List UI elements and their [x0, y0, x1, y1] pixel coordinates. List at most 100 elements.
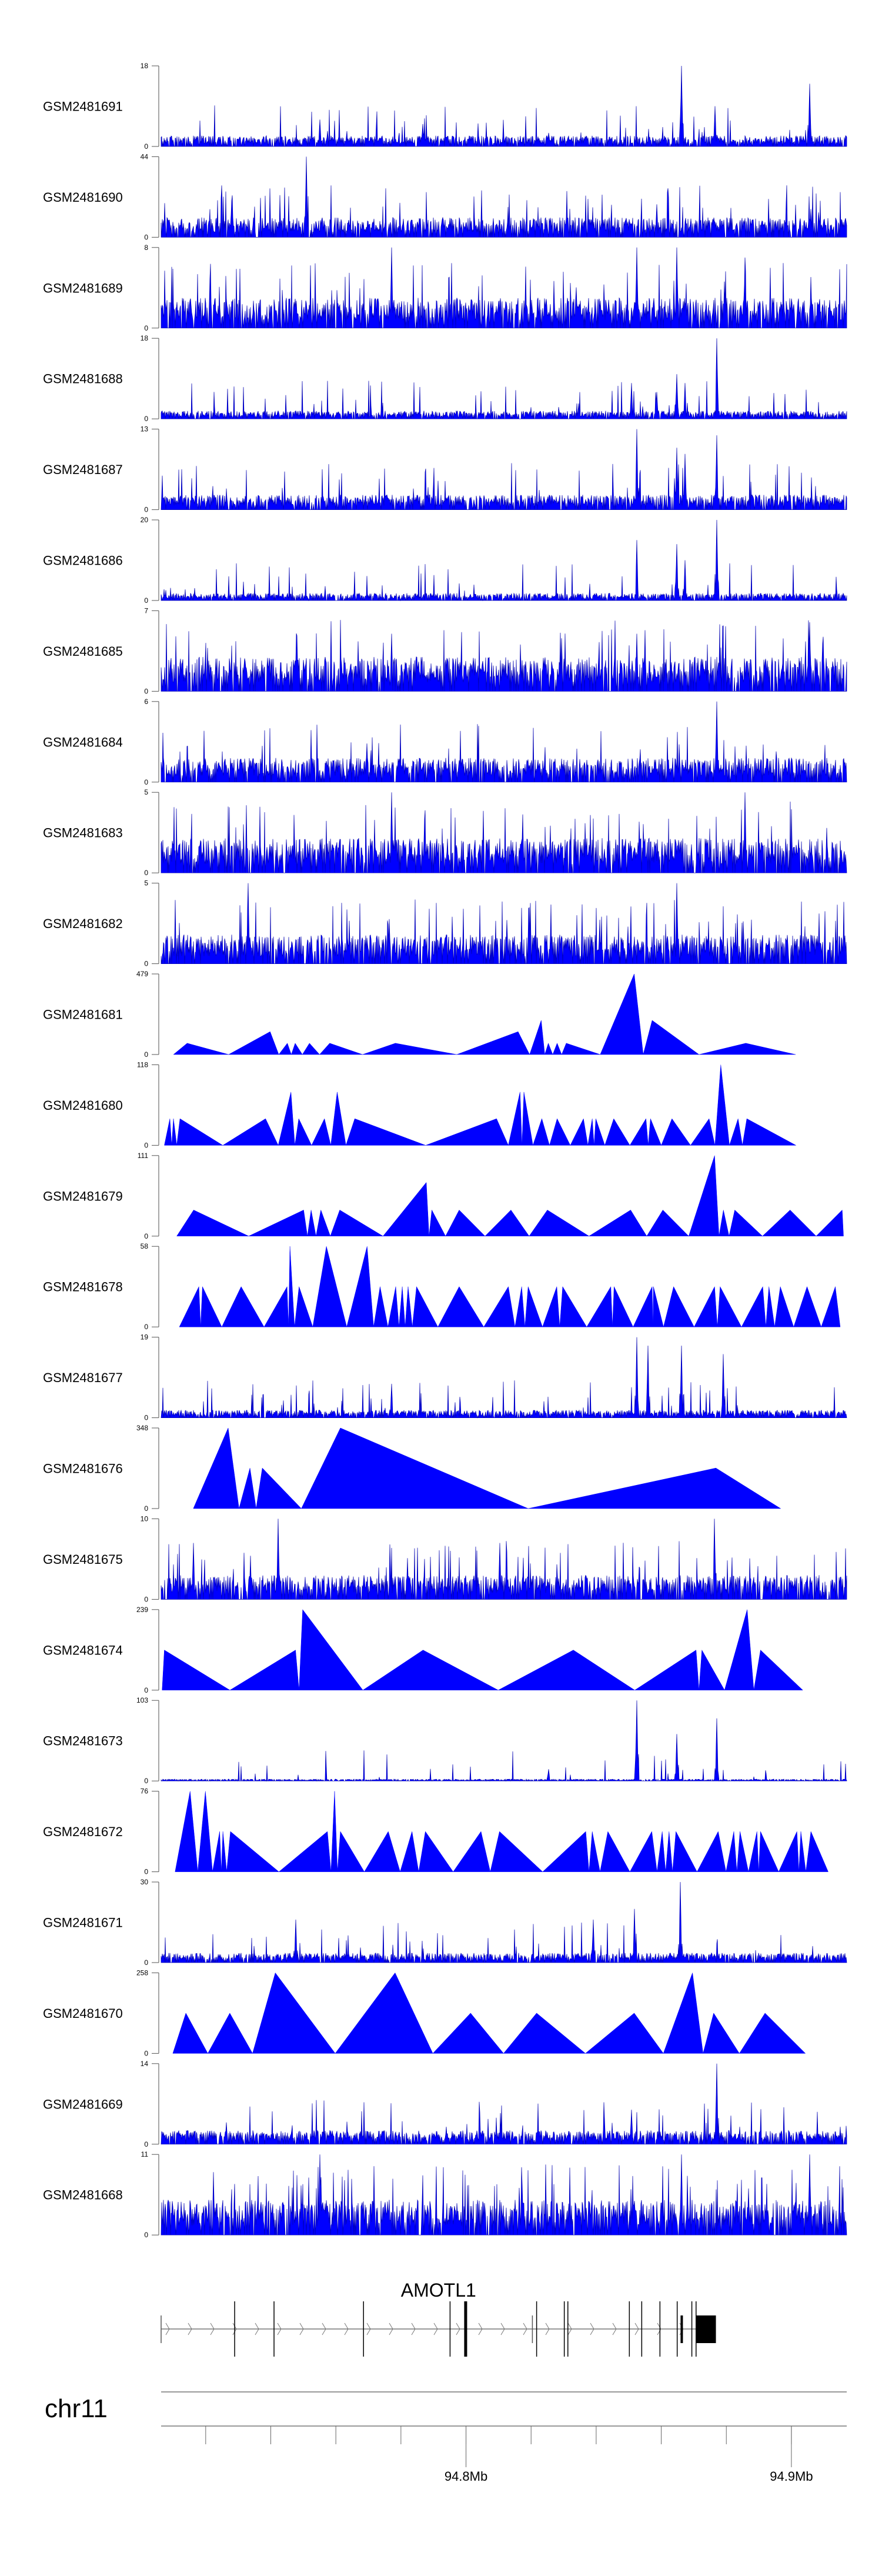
strand-arrow-icon: [411, 2323, 416, 2335]
signal-area-GSM2481673: [161, 1700, 847, 1782]
signal-area-GSM2481680: [164, 1065, 796, 1146]
track-GSM2481668: GSM2481668 11 0: [43, 2150, 847, 2239]
strand-arrow-icon: [545, 2323, 550, 2335]
strand-arrow-icon: [634, 2323, 639, 2335]
axis-tick-label: 94.8Mb: [445, 2469, 487, 2484]
strand-arrow-icon: [523, 2323, 527, 2335]
strand-arrow-icon: [299, 2323, 304, 2335]
strand-arrow-icon: [500, 2323, 505, 2335]
signal-area-GSM2481685: [161, 620, 847, 692]
y-axis-min-label: 0: [144, 1686, 148, 1694]
signal-area-GSM2481691: [161, 65, 847, 147]
track-GSM2481673: GSM2481673 103 0: [43, 1696, 847, 1785]
y-axis-max-label: 258: [136, 1968, 148, 1977]
y-axis-min-label: 0: [144, 1323, 148, 1331]
signal-area-GSM2481675: [161, 1519, 847, 1600]
track-label: GSM2481690: [43, 190, 123, 205]
y-axis-max-label: 118: [137, 1060, 148, 1069]
y-axis-max-label: 6: [144, 698, 148, 706]
strand-arrow-icon: [344, 2323, 349, 2335]
signal-area-GSM2481690: [161, 156, 847, 238]
y-axis-min-label: 0: [144, 869, 148, 877]
track-GSM2481691: GSM2481691 18 0: [43, 62, 847, 151]
y-axis-min-label: 0: [144, 2049, 148, 2057]
strand-arrow-icon: [590, 2323, 594, 2335]
track-label: GSM2481670: [43, 2006, 123, 2021]
chromosome-label: chr11: [45, 2394, 108, 2423]
strand-arrow-icon: [255, 2323, 259, 2335]
strand-arrow-icon: [567, 2323, 572, 2335]
y-axis-max-label: 13: [141, 425, 149, 433]
track-GSM2481682: GSM2481682 5 0: [43, 879, 847, 968]
strand-arrow-icon: [478, 2323, 483, 2335]
track-label: GSM2481686: [43, 553, 123, 568]
y-axis-min-label: 0: [144, 1595, 148, 1603]
y-axis-min-label: 0: [144, 1414, 148, 1422]
track-GSM2481670: GSM2481670 258 0: [43, 1968, 806, 2057]
y-axis-min-label: 0: [144, 1958, 148, 1967]
gene-name-label: AMOTL1: [401, 2280, 476, 2301]
signal-area-GSM2481678: [179, 1246, 841, 1327]
y-axis-max-label: 58: [141, 1242, 149, 1250]
y-axis-max-label: 18: [141, 62, 149, 70]
track-GSM2481687: GSM2481687 13 0: [43, 425, 847, 514]
signal-area-GSM2481674: [162, 1609, 803, 1691]
strand-arrow-icon: [322, 2323, 326, 2335]
gene-exon: [464, 2301, 467, 2357]
track-GSM2481672: GSM2481672 76 0: [43, 1787, 828, 1876]
y-axis-max-label: 30: [141, 1878, 149, 1886]
y-axis-min-label: 0: [144, 233, 148, 241]
track-GSM2481674: GSM2481674 239 0: [43, 1606, 803, 1694]
track-label: GSM2481684: [43, 735, 123, 749]
track-label: GSM2481689: [43, 281, 123, 295]
strand-arrow-icon: [433, 2323, 438, 2335]
strand-arrow-icon: [232, 2323, 237, 2335]
track-label: GSM2481683: [43, 826, 123, 840]
signal-area-GSM2481672: [175, 1791, 828, 1873]
signal-area-GSM2481683: [161, 792, 847, 873]
track-GSM2481689: GSM2481689 8 0: [43, 243, 847, 332]
signal-area-GSM2481679: [176, 1155, 844, 1237]
y-axis-min-label: 0: [144, 1141, 148, 1149]
gene-exon: [680, 2315, 683, 2343]
y-axis-max-label: 5: [144, 788, 148, 796]
y-axis-min-label: 0: [144, 2140, 148, 2148]
y-axis-min-label: 0: [144, 1777, 148, 1785]
strand-arrow-icon: [389, 2323, 393, 2335]
track-GSM2481684: GSM2481684 6 0: [43, 698, 847, 786]
track-label: GSM2481687: [43, 462, 123, 477]
signal-area-GSM2481688: [161, 338, 847, 420]
track-label: GSM2481671: [43, 1916, 123, 1930]
signal-area-GSM2481684: [161, 701, 847, 783]
y-axis-min-label: 0: [144, 596, 148, 605]
signal-area-GSM2481677: [161, 1337, 847, 1419]
strand-arrow-icon: [210, 2323, 215, 2335]
track-GSM2481669: GSM2481669 14 0: [43, 2060, 847, 2148]
strand-arrow-icon: [165, 2323, 170, 2335]
signal-area-GSM2481689: [161, 247, 847, 329]
track-label: GSM2481672: [43, 1824, 123, 1839]
track-label: GSM2481679: [43, 1189, 123, 1203]
y-axis-min-label: 0: [144, 1050, 148, 1059]
strand-arrow-icon: [612, 2323, 617, 2335]
track-label: GSM2481677: [43, 1370, 123, 1385]
y-axis-max-label: 18: [141, 334, 149, 342]
strand-arrow-icon: [277, 2323, 282, 2335]
track-GSM2481681: GSM2481681 479 0: [43, 970, 796, 1059]
y-axis-max-label: 111: [138, 1152, 149, 1160]
y-axis-max-label: 19: [141, 1333, 149, 1342]
track-label: GSM2481673: [43, 1734, 123, 1749]
y-axis-min-label: 0: [144, 687, 148, 695]
y-axis-min-label: 0: [144, 1504, 148, 1513]
track-label: GSM2481680: [43, 1098, 123, 1113]
y-axis-min-label: 0: [144, 1232, 148, 1240]
y-axis-max-label: 44: [141, 152, 149, 161]
strand-arrow-icon: [657, 2323, 662, 2335]
track-label: GSM2481674: [43, 1643, 123, 1657]
genome-axis: chr11 94.8Mb 94.9Mb: [45, 2391, 847, 2484]
y-axis-max-label: 10: [141, 1514, 149, 1523]
track-GSM2481686: GSM2481686 20 0: [43, 516, 847, 605]
signal-area-GSM2481670: [172, 1972, 806, 2054]
track-GSM2481678: GSM2481678 58 0: [43, 1242, 841, 1331]
